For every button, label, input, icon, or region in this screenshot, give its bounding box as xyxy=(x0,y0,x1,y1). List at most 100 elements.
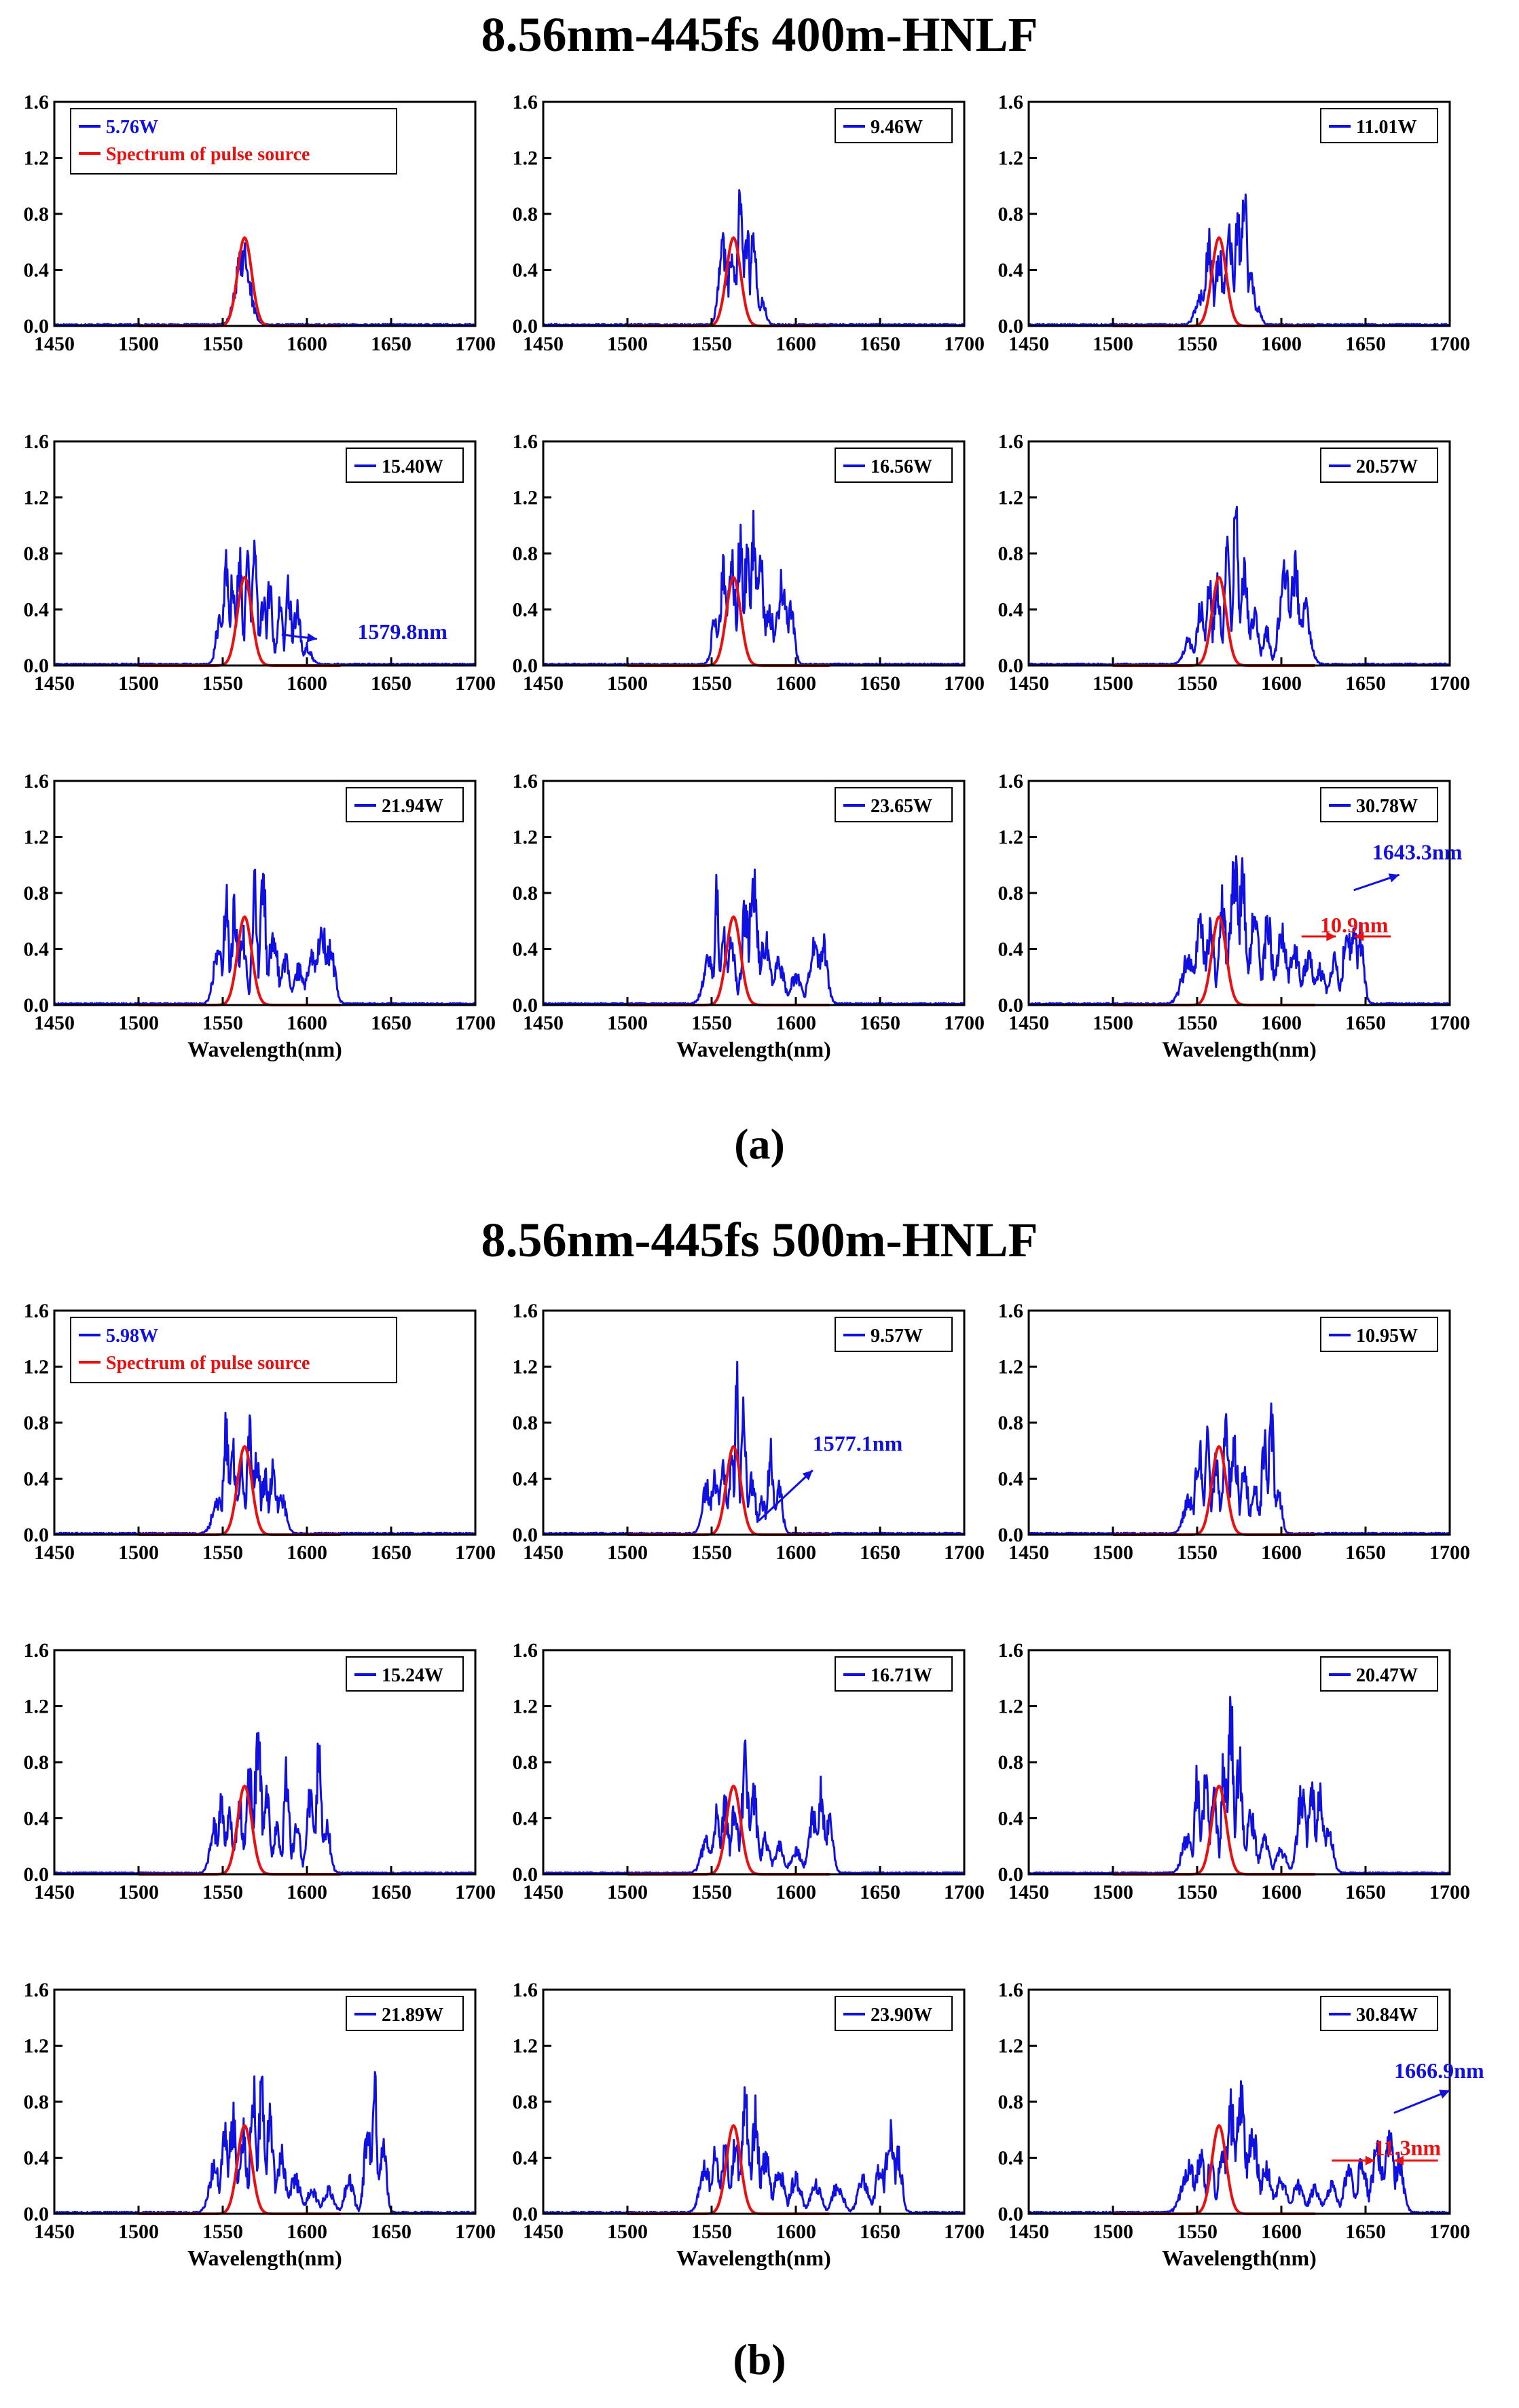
x-tick-label: 1450 xyxy=(523,1881,564,1903)
panel-a-4: 1450150015501600165017000.00.40.81.21.6P… xyxy=(24,431,496,695)
y-tick-label: 0.8 xyxy=(998,2091,1024,2113)
legend-label: Spectrum of pulse source xyxy=(106,1353,310,1374)
y-tick-label: 1.2 xyxy=(998,147,1024,170)
x-axis-label: Wavelength(nm) xyxy=(676,1037,831,1061)
y-tick-label: 0.8 xyxy=(513,543,538,565)
y-tick-label: 0.4 xyxy=(998,1468,1024,1491)
x-tick-label: 1450 xyxy=(523,333,564,355)
width-marker-arrowhead xyxy=(1365,2155,1375,2166)
x-tick-label: 1550 xyxy=(1177,333,1218,355)
x-tick-label: 1500 xyxy=(118,333,159,355)
annotation-arrow xyxy=(758,1470,813,1522)
series-23.90W-line xyxy=(543,2086,965,2214)
y-tick-label: 0.0 xyxy=(513,655,538,677)
x-tick-label: 1600 xyxy=(775,1881,816,1903)
x-tick-label: 1550 xyxy=(1177,2221,1218,2243)
y-tick-label: 1.2 xyxy=(24,147,50,170)
y-tick-label: 0.4 xyxy=(24,599,50,621)
series-pulse-source-line xyxy=(627,576,830,667)
legend-label: 30.84W xyxy=(1356,2005,1418,2026)
series-30.84W-line xyxy=(1028,2080,1450,2214)
x-tick-label: 1600 xyxy=(1261,2221,1302,2243)
y-tick-label: 0.0 xyxy=(998,1863,1024,1886)
y-tick-label: 1.2 xyxy=(998,487,1024,509)
series-11.01W-line xyxy=(1028,194,1450,327)
x-tick-label: 1500 xyxy=(1093,672,1133,695)
y-tick-label: 0.4 xyxy=(998,1808,1024,1830)
y-tick-label: 1.2 xyxy=(513,487,538,509)
legend-box xyxy=(70,108,397,175)
y-tick-label: 1.6 xyxy=(513,1639,538,1662)
y-tick-label: 0.0 xyxy=(513,994,538,1017)
panel-a-9: 1450 1500 1550 1600 1650 1700 0.0 0.4 0.8 1.2 1.6 W… xyxy=(998,770,1471,1061)
y-tick-label: 0.4 xyxy=(998,259,1024,282)
x-tick-label: 1650 xyxy=(860,1542,900,1564)
legend-label: 5.76W xyxy=(106,117,158,138)
y-tick-label: 0.0 xyxy=(998,2203,1024,2225)
x-tick-label: 1550 xyxy=(691,672,732,695)
y-tick-label: 1.2 xyxy=(998,826,1024,849)
width-marker-arrowhead xyxy=(1354,931,1364,941)
y-tick-label: 0.0 xyxy=(998,1524,1024,1546)
y-tick-label: 0.8 xyxy=(998,1412,1024,1434)
x-tick-label: 1700 xyxy=(455,1012,496,1034)
y-tick-label: 1.6 xyxy=(24,431,50,453)
x-tick-label: 1700 xyxy=(455,672,496,695)
y-tick-label: 0.0 xyxy=(24,655,50,677)
x-tick-label: 1500 xyxy=(1093,1542,1133,1564)
y-tick-label: 0.8 xyxy=(998,882,1024,905)
y-tick-label: 1.6 xyxy=(513,431,538,453)
annotation-label: 11.3nm xyxy=(1374,2135,1441,2159)
x-tick-label: 1500 xyxy=(607,672,648,695)
y-tick-label: 0.4 xyxy=(513,259,538,282)
series-5.76W-line xyxy=(53,242,476,327)
y-tick-label: 0.0 xyxy=(513,315,538,338)
x-tick-label: 1550 xyxy=(691,2221,732,2243)
panel-a-7: 1450150015501600165017000.00.40.81.21.6P… xyxy=(24,770,496,1061)
x-tick-label: 1500 xyxy=(118,1012,159,1034)
x-tick-label: 1450 xyxy=(34,333,75,355)
annotation-label: 10.9nm xyxy=(1320,913,1389,937)
x-tick-label: 1550 xyxy=(691,1542,732,1564)
legend-label: 30.78W xyxy=(1356,796,1418,817)
x-tick-label: 1650 xyxy=(860,2221,900,2243)
x-tick-label: 1650 xyxy=(1345,333,1386,355)
x-tick-label: 1450 xyxy=(523,672,564,695)
annotation-arrowhead xyxy=(1439,2090,1450,2099)
x-tick-label: 1650 xyxy=(371,1881,411,1903)
panel-a-5: 1450 1500 1550 1600 1650 1700 0.0 0.4 0.8 1.2 1.6 1… xyxy=(513,431,985,695)
y-tick-label: 0.8 xyxy=(24,1412,50,1434)
y-tick-label: 0.4 xyxy=(513,1808,538,1830)
y-tick-label: 0.8 xyxy=(513,1412,538,1434)
x-tick-label: 1600 xyxy=(287,1881,327,1903)
x-tick-label: 1450 xyxy=(34,2221,75,2243)
annotation-arrowhead xyxy=(1388,873,1399,883)
annotation-label: 1643.3nm xyxy=(1372,840,1463,864)
y-tick-label: 0.8 xyxy=(513,203,538,225)
y-tick-label: 0.4 xyxy=(24,1468,50,1491)
y-tick-label: 1.6 xyxy=(24,91,50,113)
x-tick-label: 1700 xyxy=(1429,1012,1470,1034)
title-b: 8.56nm-445fs 500m-HNLF xyxy=(481,1213,1038,1267)
y-tick-label: 0.8 xyxy=(998,543,1024,565)
x-tick-label: 1600 xyxy=(287,1542,327,1564)
x-axis-label: Wavelength(nm) xyxy=(1162,2246,1317,2270)
y-tick-label: 1.2 xyxy=(24,1356,50,1379)
x-tick-label: 1450 xyxy=(1008,1881,1049,1903)
y-tick-label: 0.0 xyxy=(998,315,1024,338)
x-tick-label: 1650 xyxy=(860,333,900,355)
y-tick-label: 0.0 xyxy=(513,2203,538,2225)
series-20.47W-line xyxy=(1027,1696,1450,1875)
x-tick-label: 1650 xyxy=(1345,672,1386,695)
y-tick-label: 1.2 xyxy=(24,1696,50,1718)
x-tick-label: 1500 xyxy=(607,1881,648,1903)
x-tick-label: 1550 xyxy=(202,672,243,695)
x-tick-label: 1650 xyxy=(860,1881,900,1903)
x-tick-label: 1650 xyxy=(1345,1012,1386,1034)
x-tick-label: 1700 xyxy=(944,672,985,695)
y-tick-label: 0.8 xyxy=(998,203,1024,225)
y-tick-label: 1.6 xyxy=(24,1979,50,2001)
x-tick-label: 1600 xyxy=(287,672,327,695)
y-tick-label: 1.2 xyxy=(998,2035,1024,2058)
y-tick-label: 1.6 xyxy=(513,1300,538,1322)
